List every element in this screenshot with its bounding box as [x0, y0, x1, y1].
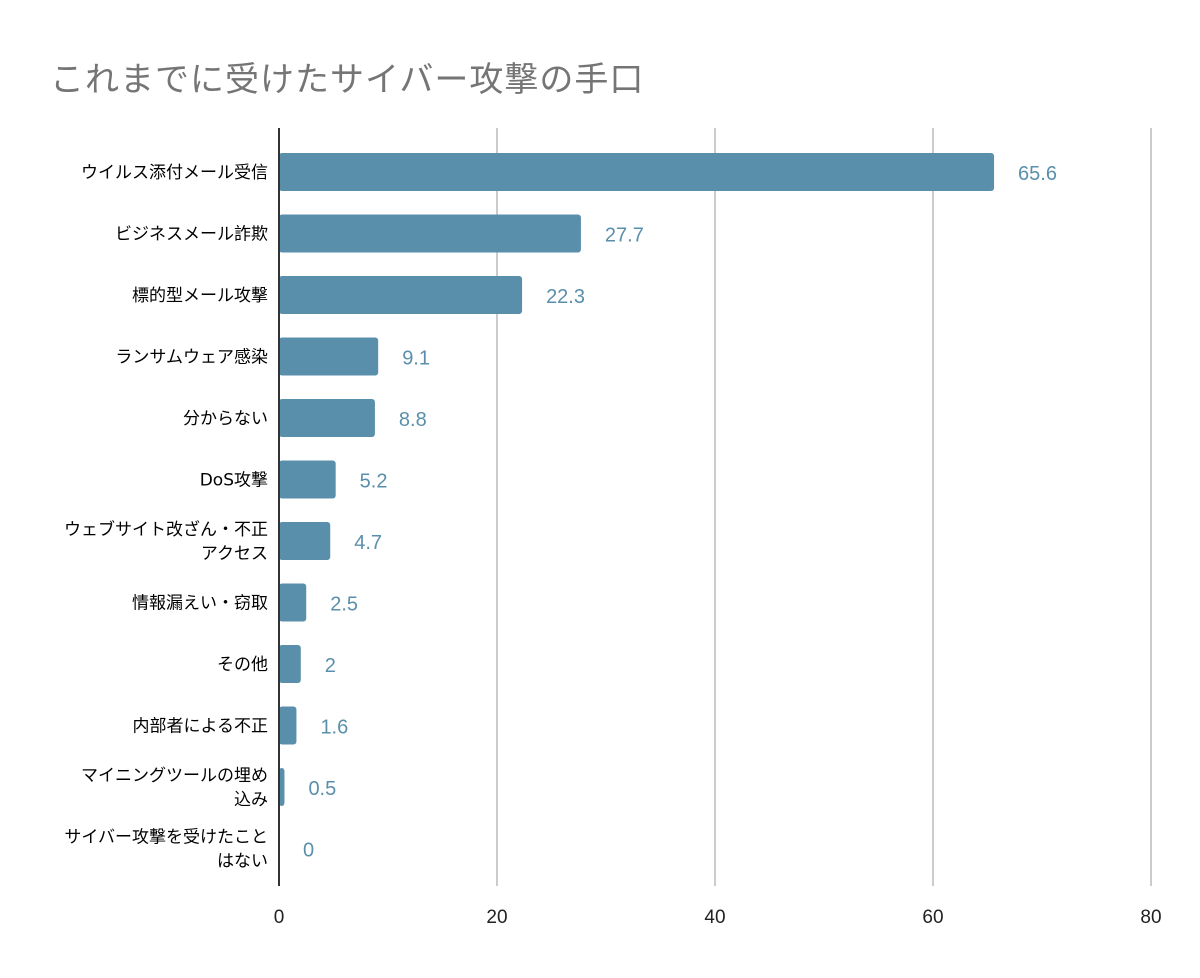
category-label-line: はない: [217, 852, 268, 872]
bar: [279, 399, 375, 437]
category-label: ランサムウェア感染: [115, 348, 268, 368]
category-label-line: DoS攻撃: [200, 471, 268, 491]
category-label: ビジネスメール詐欺: [115, 225, 268, 245]
data-label: 0: [303, 840, 314, 862]
data-label: 5.2: [360, 471, 388, 493]
category-label-line: ビジネスメール詐欺: [115, 225, 268, 245]
bar: [279, 522, 331, 560]
data-label: 27.7: [605, 225, 644, 247]
bar: [279, 645, 301, 683]
category-label-line: ウェブサイト改ざん・不正: [64, 519, 268, 540]
category-label-line: 分からない: [183, 409, 268, 429]
bar: [279, 214, 581, 253]
category-label: 標的型メール攻撃: [132, 286, 268, 306]
category-label-line: 情報漏えい・窃取: [132, 594, 268, 614]
category-label: 内部者による不正: [133, 717, 269, 737]
category-label: その他: [217, 655, 268, 675]
bar: [279, 768, 285, 806]
data-label: 2: [325, 655, 336, 677]
category-label: 分からない: [183, 409, 268, 429]
category-label-line: 標的型メール攻撃: [132, 286, 268, 306]
x-tick-label: 60: [922, 907, 943, 928]
data-label: 4.7: [354, 532, 382, 554]
category-label-line: ランサムウェア感染: [115, 348, 268, 368]
data-label: 22.3: [546, 286, 585, 308]
data-label: 65.6: [1018, 163, 1057, 185]
chart-title: これまでに受けたサイバー攻撃の手口: [50, 60, 645, 100]
x-tick-label: 20: [486, 907, 507, 928]
data-label: 1.6: [320, 717, 348, 739]
category-label-line: サイバー攻撃を受けたこと: [64, 828, 268, 848]
category-label-line: 込み: [234, 790, 268, 810]
data-label: 2.5: [330, 594, 358, 616]
bar: [279, 153, 995, 191]
category-label-line: マイニングツールの埋め: [81, 766, 268, 786]
category-label-line: 内部者による不正: [133, 717, 269, 737]
category-label: マイニングツールの埋め込み: [81, 766, 268, 810]
bar: [279, 337, 379, 376]
bar: [279, 276, 523, 314]
bar: [279, 460, 336, 499]
data-label: 9.1: [402, 348, 430, 370]
bar: [279, 706, 297, 745]
category-label-line: ウイルス添付メール受信: [81, 163, 268, 183]
category-label: ウェブサイト改ざん・不正アクセス: [64, 519, 268, 564]
data-label: 0.5: [308, 778, 336, 800]
bar: [279, 583, 307, 622]
category-label: DoS攻撃: [200, 471, 268, 491]
category-label-line: その他: [217, 655, 268, 675]
data-label: 8.8: [399, 409, 427, 431]
x-tick-label: 0: [274, 907, 285, 928]
category-label: サイバー攻撃を受けたことはない: [64, 828, 268, 872]
x-tick-label: 80: [1140, 907, 1161, 928]
category-label-line: アクセス: [201, 544, 268, 564]
x-tick-label: 40: [704, 907, 725, 928]
category-label: ウイルス添付メール受信: [81, 163, 268, 183]
category-label: 情報漏えい・窃取: [132, 594, 268, 614]
